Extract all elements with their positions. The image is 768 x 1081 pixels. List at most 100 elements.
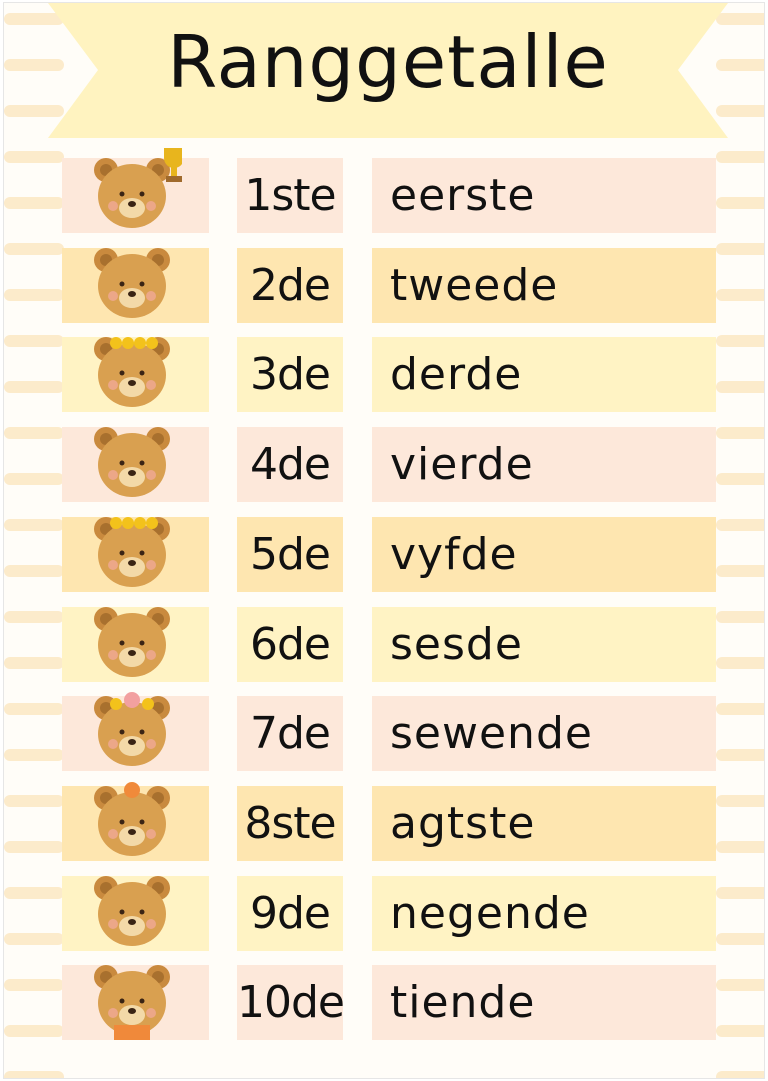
ordinal-row: 10de tiende bbox=[62, 965, 716, 1041]
ordinal-word: agtste bbox=[372, 785, 716, 861]
ordinal-number: 10de bbox=[237, 965, 345, 1041]
bear-icon bbox=[94, 875, 170, 946]
ordinal-row: 9de negende bbox=[62, 875, 716, 951]
stripe bbox=[4, 795, 64, 807]
stripe bbox=[716, 473, 764, 485]
bear-cell bbox=[62, 148, 209, 233]
stripe bbox=[4, 1071, 64, 1078]
stripe bbox=[4, 381, 64, 393]
bear-waving-icon bbox=[94, 427, 170, 498]
bear-cell bbox=[62, 965, 209, 1041]
stripe bbox=[4, 749, 64, 761]
stripe bbox=[716, 1071, 764, 1078]
bear-cell bbox=[62, 427, 209, 503]
bear-cell bbox=[62, 516, 209, 592]
ordinal-word: negende bbox=[372, 875, 716, 951]
stripe bbox=[716, 427, 764, 439]
bear-cell bbox=[62, 606, 209, 682]
ordinal-word: tiende bbox=[372, 965, 716, 1041]
stripe bbox=[4, 197, 64, 209]
stripe bbox=[716, 933, 764, 945]
ordinal-row: 4de vierde bbox=[62, 427, 716, 503]
ordinal-number: 2de bbox=[237, 247, 343, 323]
stripe bbox=[716, 197, 764, 209]
stripe bbox=[716, 565, 764, 577]
stripe bbox=[4, 289, 64, 301]
ordinal-word: vyfde bbox=[372, 516, 716, 592]
stripe bbox=[4, 703, 64, 715]
ordinal-row: 2de tweede bbox=[62, 247, 716, 323]
stripe bbox=[4, 979, 64, 991]
ordinal-number: 4de bbox=[237, 427, 343, 503]
ordinal-number: 9de bbox=[237, 875, 343, 951]
bear-with-trophy-icon bbox=[94, 148, 182, 228]
ordinal-row: 6de sesde bbox=[62, 606, 716, 682]
ordinal-row: 7de sewende bbox=[62, 692, 716, 772]
bear-with-sunflower-crown-icon bbox=[94, 516, 170, 587]
stripe bbox=[716, 1025, 764, 1037]
stripe bbox=[4, 519, 64, 531]
bear-cell bbox=[62, 875, 209, 951]
stripe bbox=[716, 13, 764, 25]
stripe bbox=[4, 335, 64, 347]
title-banner bbox=[48, 3, 728, 138]
stripe bbox=[4, 611, 64, 623]
stripe bbox=[716, 657, 764, 669]
stripe bbox=[716, 105, 764, 117]
ordinal-word: tweede bbox=[372, 247, 716, 323]
stripe bbox=[716, 243, 764, 255]
stripe bbox=[4, 887, 64, 899]
stripe bbox=[716, 795, 764, 807]
stripe bbox=[4, 565, 64, 577]
ordinal-number: 3de bbox=[237, 337, 343, 413]
stripe bbox=[716, 151, 764, 163]
stripe bbox=[4, 1025, 64, 1037]
stripe bbox=[716, 611, 764, 623]
stripe bbox=[4, 105, 64, 117]
stripe bbox=[716, 703, 764, 715]
ordinal-number: 8ste bbox=[237, 785, 343, 861]
ordinal-word: derde bbox=[372, 337, 716, 413]
stripe bbox=[716, 381, 764, 393]
stripe bbox=[4, 427, 64, 439]
bear-cell bbox=[62, 781, 209, 861]
stripe bbox=[716, 519, 764, 531]
page-title: Ranggetalle bbox=[167, 20, 609, 104]
stripe bbox=[716, 749, 764, 761]
stripe bbox=[4, 473, 64, 485]
ordinal-word: vierde bbox=[372, 427, 716, 503]
bear-with-sunflower-crown-icon bbox=[94, 337, 170, 408]
stripe bbox=[4, 841, 64, 853]
ordinal-word: sewende bbox=[372, 696, 716, 772]
stripe bbox=[4, 657, 64, 669]
stripe bbox=[716, 841, 764, 853]
ordinal-row: 8ste agtste bbox=[62, 781, 716, 861]
stripe bbox=[716, 335, 764, 347]
ordinal-row: 1ste eerste bbox=[62, 148, 716, 233]
ordinal-row: 5de vyfde bbox=[62, 516, 716, 592]
ordinal-row: 3de derde bbox=[62, 337, 716, 413]
bear-reading-book-icon bbox=[94, 965, 170, 1041]
poster: Ranggetalle 1ste eerste bbox=[3, 2, 765, 1079]
ordinal-word: sesde bbox=[372, 606, 716, 682]
bear-cell bbox=[62, 247, 209, 323]
ordinal-number: 7de bbox=[237, 696, 343, 772]
stripe bbox=[4, 13, 64, 25]
stripe bbox=[716, 289, 764, 301]
stripe bbox=[716, 979, 764, 991]
stripe bbox=[4, 243, 64, 255]
ordinal-number: 6de bbox=[237, 606, 343, 682]
ordinal-word: eerste bbox=[372, 158, 716, 233]
ordinal-number: 1ste bbox=[237, 158, 343, 233]
bear-with-rose-crown-icon bbox=[94, 692, 170, 767]
bear-cell bbox=[62, 337, 209, 413]
bear-icon bbox=[94, 247, 170, 318]
stripe bbox=[4, 933, 64, 945]
stripe bbox=[716, 887, 764, 899]
ordinal-number: 5de bbox=[237, 516, 343, 592]
bear-cell bbox=[62, 692, 209, 772]
stripe bbox=[716, 59, 764, 71]
bear-with-flower-icon bbox=[94, 781, 170, 856]
bear-icon bbox=[94, 606, 170, 677]
stripe bbox=[4, 151, 64, 163]
